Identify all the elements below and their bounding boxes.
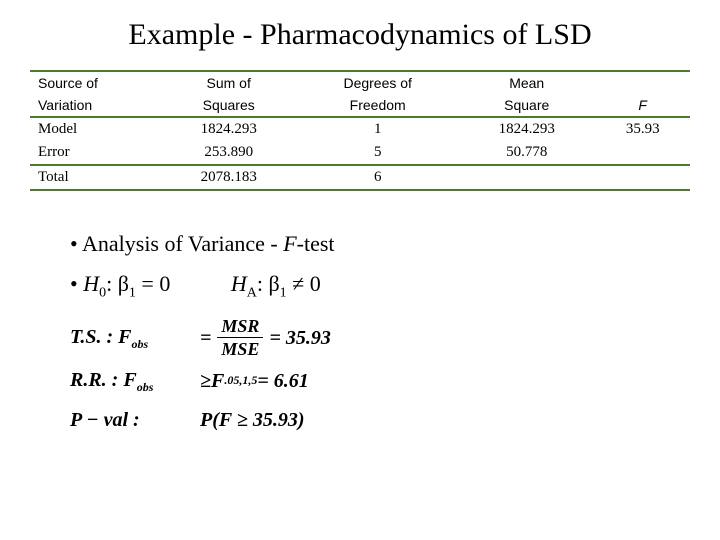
bullet-hypotheses: • H0: β1 = 0 HA: β1 ≠ 0 xyxy=(70,271,720,301)
col-source-1: Source of xyxy=(30,72,160,94)
eq-test-stat: T.S. : Fobs = MSR MSE = 35.93 xyxy=(70,317,720,358)
eq-reject-region: R.R. : Fobs ≥ F.05,1,5 = 6.61 xyxy=(70,364,720,397)
page-title: Example - Pharmacodynamics of LSD xyxy=(0,18,720,52)
model-f: 35.93 xyxy=(595,118,690,141)
model-ms: 1824.293 xyxy=(458,118,595,141)
total-label: Total xyxy=(30,166,160,190)
error-ms: 50.778 xyxy=(458,141,595,165)
table-row: Error 253.890 5 50.778 xyxy=(30,141,690,165)
error-ss: 253.890 xyxy=(160,141,297,165)
bullet-anova: • Analysis of Variance - F-test xyxy=(70,231,720,257)
total-df: 6 xyxy=(297,166,458,190)
table-row: Model 1824.293 1 1824.293 35.93 xyxy=(30,118,690,141)
table-row: Total 2078.183 6 xyxy=(30,166,690,190)
total-ss: 2078.183 xyxy=(160,166,297,190)
col-ms-2: Square xyxy=(458,94,595,117)
error-label: Error xyxy=(30,141,160,165)
model-ss: 1824.293 xyxy=(160,118,297,141)
col-ms-1: Mean xyxy=(458,72,595,94)
model-label: Model xyxy=(30,118,160,141)
col-source-2: Variation xyxy=(30,94,160,117)
equations: T.S. : Fobs = MSR MSE = 35.93 R.R. : Fob… xyxy=(70,317,720,435)
col-f: F xyxy=(595,94,690,117)
model-df: 1 xyxy=(297,118,458,141)
col-df-2: Freedom xyxy=(297,94,458,117)
eq-p-value: P − val : P(F ≥ 35.93) xyxy=(70,404,720,436)
anova-table: Source of Sum of Degrees of Mean Variati… xyxy=(30,70,690,191)
col-ss-1: Sum of xyxy=(160,72,297,94)
error-df: 5 xyxy=(297,141,458,165)
col-df-1: Degrees of xyxy=(297,72,458,94)
col-ss-2: Squares xyxy=(160,94,297,117)
